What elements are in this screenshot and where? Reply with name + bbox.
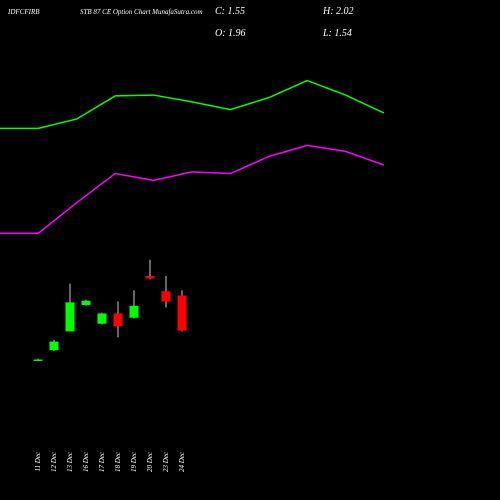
x-tick-label: 19 Dec	[130, 451, 138, 472]
indicator-line	[0, 144, 385, 235]
candle-body	[49, 341, 59, 351]
candle-body	[65, 302, 75, 332]
x-tick-label: 24 Dec	[178, 451, 186, 472]
candle-body	[161, 291, 171, 302]
candle-body	[113, 313, 123, 327]
candle-body	[129, 305, 139, 318]
candle-body	[81, 300, 91, 305]
x-tick-label: 20 Dec	[146, 451, 154, 472]
x-tick-label: 11 Dec	[34, 451, 42, 471]
x-tick-label: 17 Dec	[98, 451, 106, 472]
candle-body	[97, 313, 107, 324]
x-tick-label: 18 Dec	[114, 451, 122, 472]
low-text: L: 1.54	[322, 28, 352, 39]
candle-body	[145, 275, 155, 279]
candle-body	[177, 295, 187, 331]
close-text: C: 1.55	[215, 6, 245, 17]
chart-title: STB 87 CE Option Chart MunafaSutra.com	[80, 8, 203, 16]
x-tick-label: 23 Dec	[162, 451, 170, 472]
x-tick-label: 12 Dec	[50, 451, 58, 472]
candle-body	[33, 359, 43, 362]
ticker: IDFCFIRB	[7, 8, 40, 16]
x-tick-label: 13 Dec	[66, 451, 74, 472]
open-text: O: 1.96	[215, 28, 246, 39]
x-tick-label: 16 Dec	[82, 451, 90, 472]
high-text: H: 2.02	[322, 6, 354, 17]
indicator-line	[0, 79, 385, 130]
